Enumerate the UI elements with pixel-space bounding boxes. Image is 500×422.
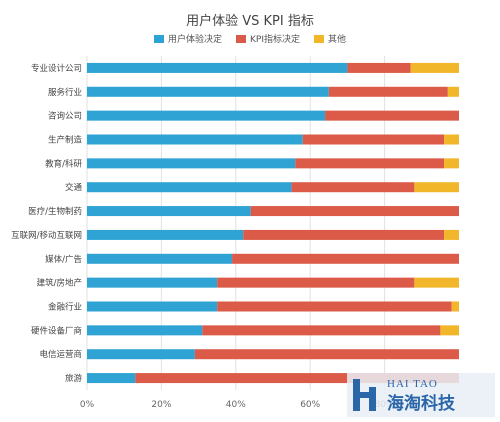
y-category-label: 旅游 [65,373,83,384]
bar-segment-ux [87,253,233,264]
bar-segment-ux [87,134,303,145]
bar-segment-other [444,134,459,145]
bar-segment-other [444,158,459,169]
bar-segment-ux [87,62,348,73]
bar-segment-ux [87,325,203,336]
y-category-label: 金融行业 [48,302,82,313]
bar-segment-ux [87,182,292,193]
bar-segment-ux [87,158,296,169]
bar-segment-kpi [202,325,441,336]
y-category-label: 生产制造 [48,135,83,146]
bar-segment-kpi [302,134,445,145]
y-category-label: 教育/科研 [45,158,82,169]
bar-segment-kpi [250,206,459,217]
bar-segment-kpi [232,253,459,264]
legend-label-kpi: KPI指标决定 [250,35,300,45]
bar-segment-other [444,229,459,240]
bar-segment-other [440,325,459,336]
watermark-line2: 海淘科技 [387,393,456,414]
bar-segment-kpi [135,373,460,384]
legend-swatch-other [313,34,324,43]
bar-segment-ux [87,110,326,121]
legend: 用户体验决定 KPI指标决定 其他 [0,32,500,45]
x-tick-label: 20% [151,400,171,410]
bar-segment-kpi [291,182,415,193]
bar-segment-other [451,301,459,312]
bar-segment-ux [87,206,251,217]
bar-segment-kpi [347,62,411,73]
bar-segment-ux [87,373,136,384]
bar-segment-other [414,277,459,288]
legend-label-ux: 用户体验决定 [167,35,222,45]
bar-segment-kpi [243,229,445,240]
bar-segment-ux [87,86,329,97]
bar-segment-other [410,62,459,73]
bar-segment-ux [87,229,244,240]
x-tick-label: 60% [300,400,320,410]
y-category-label: 硬件设备厂商 [31,325,82,336]
x-tick-label: 0% [80,400,95,410]
y-category-label: 医疗/生物制药 [28,206,82,217]
legend-item-other: 其他 [313,32,346,45]
chart-title: 用户体验 VS KPI 指标 [186,14,314,29]
y-category-label: 咨询公司 [48,111,82,122]
y-category-label: 建筑/房地产 [37,278,82,289]
bar-segment-other [414,182,459,193]
legend-swatch-kpi [236,34,246,43]
bar-segment-kpi [325,110,459,121]
bar-segment-ux [87,277,218,288]
y-category-label: 电信运营商 [39,349,82,360]
y-category-label: 专业设计公司 [31,63,82,74]
bar-segment-kpi [295,158,445,169]
bar-segment-other [447,86,459,97]
y-category-label: 服务行业 [48,87,82,98]
legend-label-other: 其他 [327,35,346,45]
y-category-label: 互联网/移动互联网 [11,230,82,241]
bar-segment-ux [87,301,218,312]
y-category-label: 交通 [65,182,83,193]
x-tick-label: 40% [226,400,246,410]
bar-segment-kpi [194,349,459,360]
legend-item-kpi: KPI指标决定 [236,32,300,45]
bar-segment-kpi [217,301,452,312]
bar-segment-kpi [328,86,448,97]
haitao-watermark-logo: HAI TAO 海淘科技 [347,373,495,417]
bar-segment-kpi [217,277,415,288]
y-category-label: 媒体/广告 [45,254,82,265]
legend-swatch-ux [153,34,164,43]
legend-item-ux: 用户体验决定 [153,32,222,45]
bar-segment-ux [87,349,195,360]
watermark-line1: HAI TAO [387,378,438,390]
